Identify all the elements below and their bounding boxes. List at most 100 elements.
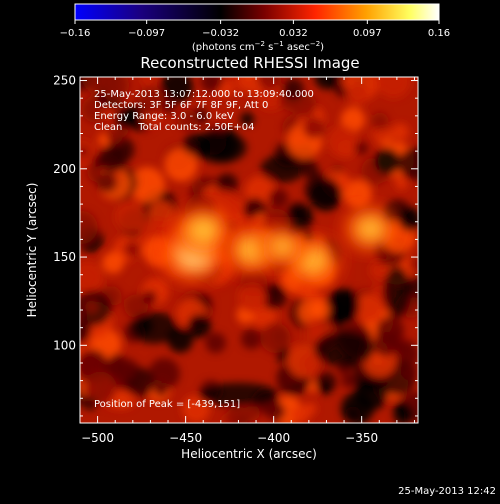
texture-blob — [225, 406, 249, 423]
texture-blob — [160, 77, 193, 103]
dark-region — [198, 382, 279, 407]
texture-blob — [184, 140, 197, 154]
texture-blob — [369, 260, 391, 281]
texture-blob — [84, 300, 99, 314]
texture-blob — [80, 261, 104, 293]
texture-blob — [141, 77, 155, 86]
peak-position: Position of Peak = [-439,151] — [94, 399, 240, 410]
texture-blob — [268, 188, 289, 209]
dark-region — [314, 330, 375, 367]
texture-blob — [266, 402, 286, 422]
texture-blob — [285, 203, 313, 231]
y-tick-label: 100 — [53, 338, 76, 352]
x-tick-label: −400 — [257, 431, 290, 445]
texture-blob — [300, 160, 319, 178]
texture-blob — [182, 395, 211, 423]
colorbar-unit-label: (photons cm−2 s−1 asec−2) — [192, 40, 324, 53]
texture-blob — [395, 176, 408, 190]
texture-blob — [162, 99, 177, 114]
texture-blob — [264, 283, 282, 301]
texture-blob — [314, 77, 340, 90]
emission-source — [344, 207, 397, 250]
texture-blob — [99, 144, 127, 173]
texture-blob — [205, 332, 226, 354]
colorbar: −0.16 −0.097 −0.032 0.032 0.097 0.16 (photons… — [60, 3, 450, 53]
texture-blob — [354, 293, 385, 324]
texture-blob — [303, 117, 325, 139]
texture-blob — [105, 84, 123, 101]
texture-blob — [309, 178, 342, 211]
texture-blob — [340, 107, 366, 132]
texture-blob — [409, 256, 418, 272]
texture-blob — [237, 284, 267, 313]
texture-blob — [106, 128, 123, 145]
texture-blob — [324, 288, 360, 324]
colorbar-tick-label: 0.16 — [428, 28, 450, 39]
annotation-detectors: Detectors: 3F 5F 6F 7F 8F 9F, Att 0 — [94, 100, 268, 111]
texture-blob — [309, 299, 331, 320]
dark-region — [129, 311, 178, 344]
texture-blob — [240, 328, 262, 350]
texture-blob — [301, 353, 322, 374]
x-axis: −500 −450 −400 −350 — [79, 77, 415, 445]
texture-blob — [397, 207, 418, 232]
texture-blob — [80, 319, 91, 342]
texture-blob — [101, 105, 115, 118]
texture-blob — [200, 77, 223, 93]
y-tick-label: 200 — [53, 162, 76, 176]
x-axis-label: Heliocentric X (arcsec) — [181, 447, 317, 461]
texture-blob — [326, 125, 359, 157]
texture-blob — [259, 322, 291, 354]
plot-area — [80, 77, 418, 423]
texture-blob — [341, 373, 356, 388]
texture-blob — [114, 106, 137, 129]
texture-blob — [177, 109, 199, 131]
emission-source — [259, 228, 306, 265]
texture-blob — [318, 381, 332, 395]
texture-blob — [278, 371, 294, 388]
annotation-time-range: 25-May-2013 13:07:12.000 to 13:09:40.000 — [94, 89, 314, 100]
texture-blob — [118, 363, 137, 381]
texture-blob — [124, 240, 141, 258]
texture-blob — [290, 405, 311, 423]
texture-blob — [376, 77, 411, 99]
texture-blob — [84, 371, 117, 404]
texture-blob — [281, 78, 304, 101]
texture-blob — [244, 405, 261, 421]
timestamp: 25-May-2013 12:42 — [398, 486, 496, 497]
emission-source — [174, 206, 233, 255]
y-axis-label: Heliocentric Y (arcsec) — [25, 183, 39, 318]
colorbar-ticks: −0.16 −0.097 −0.032 0.032 0.097 0.16 — [60, 20, 450, 39]
texture-blob — [240, 112, 254, 126]
texture-blob — [345, 83, 369, 107]
texture-blob — [102, 251, 125, 274]
colorbar-tick-label: −0.16 — [60, 28, 91, 39]
colorbar-tick-label: −0.032 — [202, 28, 239, 39]
texture-blob — [257, 77, 282, 90]
y-tick-label: 250 — [53, 74, 76, 88]
texture-blob — [148, 357, 180, 390]
y-tick-label: 150 — [53, 250, 76, 264]
texture-blob — [129, 167, 165, 203]
texture-blob — [355, 141, 369, 155]
dark-region — [194, 131, 247, 164]
colorbar-tick-label: 0.097 — [353, 28, 382, 39]
texture-blob — [371, 112, 389, 131]
texture-blob — [80, 145, 90, 159]
x-tick-label: −450 — [169, 431, 202, 445]
chart-title: Reconstructed RHESSI Image — [140, 54, 359, 72]
texture-blob — [391, 123, 409, 141]
dark-region — [260, 154, 305, 183]
texture-blob — [401, 363, 418, 381]
annotation-clean: Clean Total counts: 2.50E+04 — [94, 122, 254, 133]
texture-blob — [343, 179, 373, 209]
plot-frame — [79, 76, 419, 424]
texture-blob — [142, 290, 157, 305]
texture-blob — [340, 391, 374, 423]
texture-blob — [137, 86, 166, 114]
texture-blob — [123, 294, 149, 319]
texture-blob — [164, 148, 198, 182]
texture-blob — [191, 179, 205, 193]
texture-blob — [114, 201, 146, 233]
x-tick-label: −350 — [345, 431, 378, 445]
